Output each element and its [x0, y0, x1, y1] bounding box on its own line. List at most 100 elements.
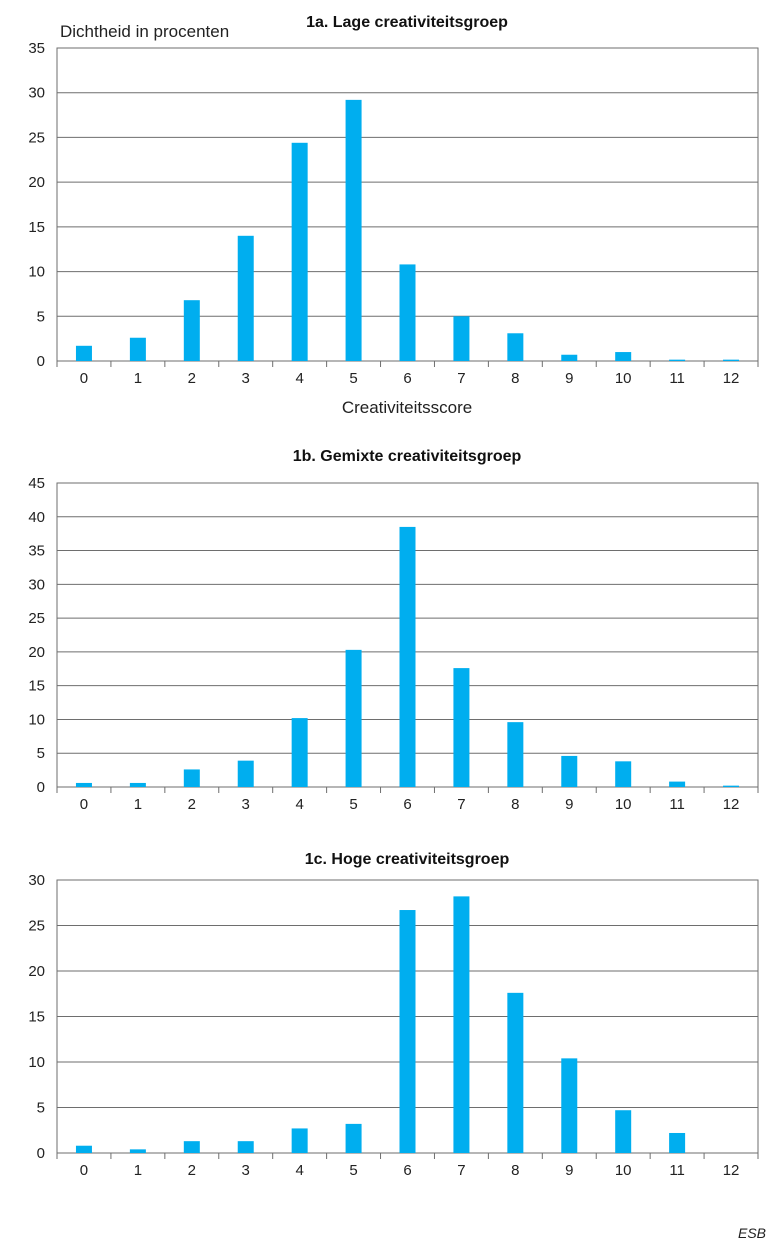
bar — [669, 359, 686, 361]
bar — [399, 526, 416, 787]
y-tick-label: 0 — [37, 353, 45, 370]
x-tick-label: 3 — [242, 370, 250, 387]
x-tick-label: 12 — [723, 796, 740, 813]
bar — [291, 1128, 308, 1153]
x-tick-label: 11 — [669, 796, 685, 813]
y-tick-label: 25 — [28, 129, 45, 146]
x-tick-label: 2 — [188, 370, 196, 387]
bar — [615, 352, 632, 361]
y-tick-label: 10 — [28, 264, 45, 281]
x-tick-label: 3 — [242, 796, 250, 813]
x-tick-label: 0 — [80, 796, 88, 813]
x-tick-label: 12 — [723, 370, 740, 387]
bar — [183, 769, 200, 787]
x-tick-label: 10 — [615, 370, 632, 387]
bar — [237, 1141, 254, 1153]
x-tick-label: 9 — [565, 796, 573, 813]
bar — [129, 782, 146, 787]
y-axis-label: Dichtheid in procenten — [60, 22, 229, 41]
y-tick-label: 20 — [28, 174, 45, 191]
bar — [129, 337, 146, 361]
y-tick-label: 15 — [28, 1009, 45, 1026]
y-tick-label: 45 — [28, 475, 45, 492]
x-tick-label: 8 — [511, 370, 519, 387]
bar — [75, 345, 92, 361]
x-tick-label: 6 — [403, 796, 411, 813]
x-tick-label: 11 — [669, 1162, 685, 1179]
x-tick-label: 8 — [511, 796, 519, 813]
x-tick-label: 11 — [669, 370, 685, 387]
bar — [453, 896, 470, 1153]
bar — [129, 1149, 146, 1153]
x-tick-label: 10 — [615, 796, 632, 813]
x-tick-label: 7 — [457, 1162, 465, 1179]
chart-panel-1a: 1a. Lage creativiteitsgroep Dichtheid in… — [28, 14, 759, 417]
y-tick-label: 35 — [28, 543, 45, 560]
x-tick-label: 4 — [295, 1162, 303, 1179]
x-tick-label: 12 — [723, 1162, 740, 1179]
bar — [453, 316, 470, 361]
x-tick-label: 2 — [188, 796, 196, 813]
x-tick-label: 4 — [295, 370, 303, 387]
y-tick-label: 10 — [28, 711, 45, 728]
bar — [669, 781, 686, 787]
x-tick-label: 5 — [349, 370, 357, 387]
x-tick-label: 7 — [457, 370, 465, 387]
x-tick-label: 1 — [134, 1162, 142, 1179]
x-tick-label: 9 — [565, 1162, 573, 1179]
x-tick-label: 5 — [349, 1162, 357, 1179]
x-tick-label: 8 — [511, 1162, 519, 1179]
bar — [507, 722, 524, 787]
x-tick-label: 9 — [565, 370, 573, 387]
bar — [507, 992, 524, 1153]
y-tick-label: 15 — [28, 678, 45, 695]
chart-title: 1a. Lage creativiteitsgroep — [306, 14, 508, 31]
y-tick-label: 20 — [28, 644, 45, 661]
chart-panel-1b: 1b. Gemixte creativiteitsgroep 051015202… — [28, 448, 759, 813]
bar — [345, 1123, 362, 1153]
y-tick-label: 10 — [28, 1054, 45, 1071]
y-tick-label: 15 — [28, 219, 45, 236]
x-tick-label: 3 — [242, 1162, 250, 1179]
x-tick-label: 2 — [188, 1162, 196, 1179]
bar — [507, 333, 524, 361]
bar — [183, 1141, 200, 1153]
bar — [75, 782, 92, 787]
x-tick-label: 5 — [349, 796, 357, 813]
x-tick-label: 6 — [403, 370, 411, 387]
bar — [345, 649, 362, 787]
bar — [561, 1058, 578, 1153]
bar — [237, 760, 254, 787]
bar — [561, 354, 578, 361]
y-tick-label: 30 — [28, 85, 45, 102]
x-tick-label: 0 — [80, 1162, 88, 1179]
bar — [345, 99, 362, 362]
chart-title: 1c. Hoge creativiteitsgroep — [305, 851, 510, 868]
bar — [291, 718, 308, 787]
x-tick-label: 1 — [134, 370, 142, 387]
y-tick-label: 25 — [28, 610, 45, 627]
x-axis-label: Creativiteitsscore — [342, 398, 472, 417]
y-tick-label: 30 — [28, 872, 45, 889]
x-tick-label: 10 — [615, 1162, 632, 1179]
x-tick-label: 6 — [403, 1162, 411, 1179]
bar — [561, 755, 578, 787]
bar — [615, 1110, 632, 1153]
y-tick-label: 0 — [37, 1145, 45, 1162]
y-tick-label: 0 — [37, 779, 45, 796]
bar — [615, 761, 632, 787]
chart-title: 1b. Gemixte creativiteitsgroep — [293, 448, 522, 465]
bar — [183, 300, 200, 361]
y-tick-label: 5 — [37, 1100, 45, 1117]
y-tick-label: 35 — [28, 40, 45, 57]
y-tick-label: 40 — [28, 509, 45, 526]
bar — [453, 668, 470, 787]
bar — [237, 235, 254, 361]
source-label: ESB — [738, 1225, 766, 1241]
y-tick-label: 25 — [28, 918, 45, 935]
x-tick-label: 0 — [80, 370, 88, 387]
